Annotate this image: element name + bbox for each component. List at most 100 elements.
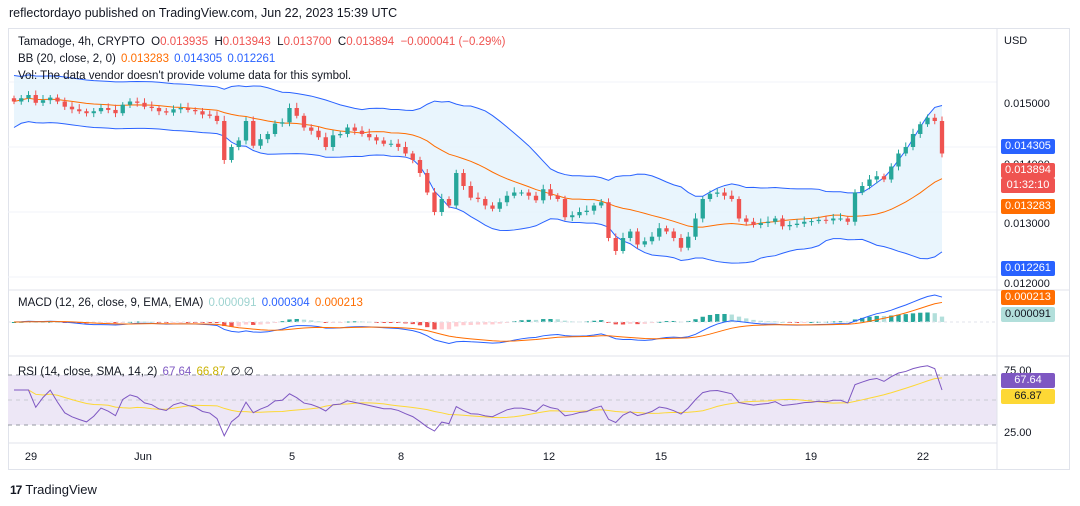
macd-signal-tag: 0.000213 bbox=[1001, 290, 1055, 305]
macd-histogram-bar bbox=[439, 322, 444, 330]
candle-body bbox=[156, 108, 162, 112]
rsi-sma-value: 66.87 bbox=[196, 366, 226, 378]
candle-body bbox=[707, 193, 713, 199]
macd-histogram-bar bbox=[628, 322, 633, 324]
macd-histogram-bar bbox=[918, 312, 923, 322]
candle-body bbox=[446, 199, 452, 206]
high-value: 0.013943 bbox=[222, 36, 271, 48]
candle-body bbox=[838, 218, 843, 220]
bb-title: BB (20, close, 2, 0) bbox=[18, 53, 116, 65]
candle-body bbox=[193, 109, 198, 112]
candle-body bbox=[359, 130, 365, 134]
candle-body bbox=[258, 139, 263, 146]
candle-body bbox=[454, 173, 459, 206]
time-axis-label: 15 bbox=[655, 451, 667, 463]
candle-body bbox=[106, 108, 111, 110]
macd-legend[interactable]: MACD (12, 26, close, 9, EMA, EMA) 0.0000… bbox=[18, 297, 363, 309]
macd-histogram-bar bbox=[171, 322, 176, 323]
candle-body bbox=[802, 221, 807, 224]
macd-histogram-bar bbox=[309, 320, 314, 322]
macd-histogram-bar bbox=[758, 320, 763, 322]
macd-histogram-bar bbox=[707, 314, 713, 322]
bb-lower-tag: 0.012261 bbox=[1001, 261, 1055, 276]
candle-body bbox=[606, 202, 611, 238]
candle-body bbox=[432, 192, 437, 212]
candle-body bbox=[809, 221, 814, 223]
candle-body bbox=[932, 117, 937, 121]
rsi-pane bbox=[8, 365, 997, 437]
candle-body bbox=[352, 127, 357, 131]
macd-histogram-bar bbox=[729, 314, 734, 322]
countdown-tag: 01:32:10 bbox=[1001, 178, 1055, 193]
tradingview-footer[interactable]: 17 TradingView bbox=[10, 482, 97, 497]
bb-legend[interactable]: BB (20, close, 2, 0) 0.013283 0.014305 0… bbox=[18, 53, 275, 65]
macd-histogram-bar bbox=[939, 316, 945, 322]
candle-body bbox=[896, 153, 901, 167]
macd-histogram-bar bbox=[809, 321, 814, 323]
candle-body bbox=[693, 218, 698, 237]
candle-body bbox=[584, 210, 589, 212]
macd-histogram-bar bbox=[388, 322, 394, 323]
open-label: O bbox=[151, 36, 161, 48]
candle-body bbox=[881, 176, 887, 180]
candle-body bbox=[11, 98, 17, 102]
macd-histogram-bar bbox=[265, 322, 270, 324]
candle-body bbox=[55, 97, 60, 102]
macd-title: MACD (12, 26, close, 9, EMA, EMA) bbox=[18, 297, 204, 309]
time-axis-label: 12 bbox=[543, 451, 555, 463]
macd-histogram-bar bbox=[468, 322, 473, 325]
candle-body bbox=[483, 199, 488, 206]
bb-basis-line bbox=[13, 97, 943, 228]
candle-body bbox=[265, 134, 270, 140]
candle-body bbox=[918, 124, 923, 134]
candle-body bbox=[178, 108, 183, 110]
candle-body bbox=[251, 121, 256, 146]
time-axis-label: 19 bbox=[805, 451, 817, 463]
macd-histogram-bar bbox=[280, 321, 285, 323]
macd-histogram-bar bbox=[881, 316, 887, 322]
candle-body bbox=[410, 153, 415, 160]
macd-histogram-bar bbox=[555, 319, 560, 322]
macd-histogram-bar bbox=[417, 322, 423, 326]
tradingview-logo-icon: 17 bbox=[10, 482, 22, 497]
bb-upper-line bbox=[13, 74, 943, 197]
candle-body bbox=[541, 189, 546, 201]
candle-body bbox=[19, 98, 24, 102]
candle-body bbox=[671, 231, 676, 238]
rsi-legend[interactable]: RSI (14, close, SMA, 14, 2) 67.64 66.87 … bbox=[18, 364, 254, 378]
candle-body bbox=[425, 173, 430, 193]
macd-histogram-bar bbox=[932, 313, 937, 322]
macd-histogram-bar bbox=[258, 322, 263, 325]
macd-histogram-bar bbox=[831, 321, 836, 323]
macd-histogram-bar bbox=[591, 320, 597, 322]
macd-histogram-bar bbox=[483, 322, 488, 325]
candle-body bbox=[98, 108, 104, 112]
rsi-tick-25: 25.00 bbox=[1004, 427, 1032, 439]
candle-body bbox=[490, 205, 495, 209]
candle-body bbox=[845, 218, 850, 222]
macd-histogram-bar bbox=[867, 316, 872, 322]
candle-body bbox=[678, 238, 684, 248]
macd-histogram-bar bbox=[860, 317, 865, 322]
macd-histogram-bar bbox=[287, 319, 292, 322]
macd-histogram-bar bbox=[294, 318, 299, 322]
candle-body bbox=[135, 101, 140, 103]
volume-legend: Vol: The data vendor doesn't provide vol… bbox=[18, 70, 351, 82]
macd-signal-line bbox=[13, 301, 943, 342]
candle-body bbox=[758, 223, 763, 225]
candle-body bbox=[649, 236, 655, 242]
macd-histogram-bar bbox=[671, 320, 676, 322]
macd-histogram-bar bbox=[381, 322, 386, 323]
candle-body bbox=[577, 212, 582, 216]
candle-body bbox=[69, 106, 75, 110]
candle-body bbox=[367, 134, 372, 138]
bb-band-fill bbox=[14, 74, 942, 264]
macd-histogram-bar bbox=[40, 321, 46, 323]
price-tick-2: 0.013000 bbox=[1004, 218, 1050, 230]
candle-body bbox=[512, 192, 517, 196]
candle-body bbox=[657, 228, 662, 237]
price-tick-3: 0.012000 bbox=[1004, 278, 1050, 290]
candle-body bbox=[185, 108, 191, 110]
candle-body bbox=[570, 215, 575, 218]
